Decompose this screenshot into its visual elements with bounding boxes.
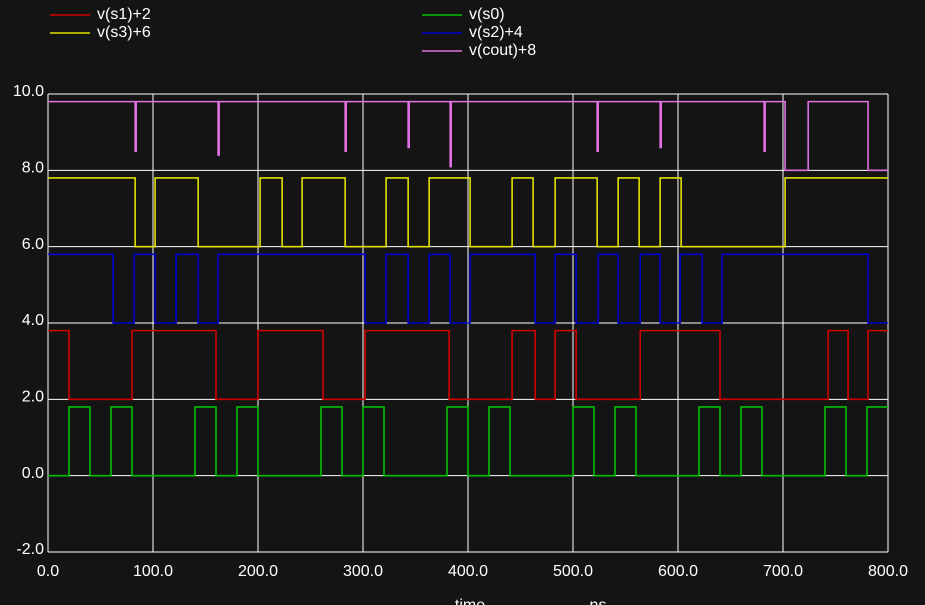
legend-label: v(s0)	[469, 6, 505, 23]
legend-label: v(s1)+2	[97, 6, 151, 23]
x-tick-label: 300.0	[343, 563, 383, 580]
x-tick-label: 400.0	[448, 563, 488, 580]
y-tick-label: 4.0	[22, 312, 44, 329]
y-tick-label: 0.0	[22, 465, 44, 482]
y-tick-label: -2.0	[16, 541, 44, 558]
y-tick-label: 8.0	[22, 160, 44, 177]
legend-label: v(cout)+8	[469, 42, 536, 59]
x-tick-label: 600.0	[658, 563, 698, 580]
x-tick-label: 500.0	[553, 563, 593, 580]
legend-label: v(s2)+4	[469, 24, 523, 41]
waveform	[48, 253, 888, 324]
waveform	[48, 329, 888, 401]
x-axis-label: time	[455, 597, 485, 605]
x-tick-label: 0.0	[37, 563, 59, 580]
y-tick-label: 10.0	[13, 83, 44, 100]
legend-label: v(s3)+6	[97, 24, 151, 41]
waveform	[48, 406, 888, 477]
x-tick-label: 100.0	[133, 563, 173, 580]
x-axis-unit: ns	[590, 597, 607, 605]
x-tick-label: 700.0	[763, 563, 803, 580]
y-tick-label: 2.0	[22, 389, 44, 406]
waveform	[48, 100, 888, 172]
x-tick-label: 800.0	[868, 563, 908, 580]
waveform	[48, 177, 888, 248]
y-tick-label: 6.0	[22, 236, 44, 253]
x-tick-label: 200.0	[238, 563, 278, 580]
